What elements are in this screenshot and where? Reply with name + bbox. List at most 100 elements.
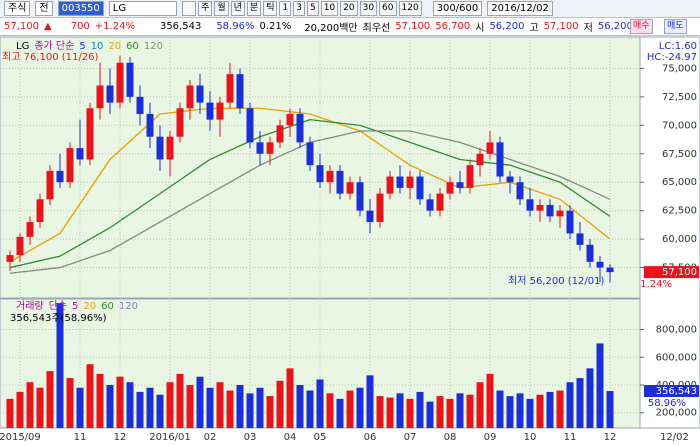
period-button[interactable]: 년 (230, 1, 245, 16)
candle-body (136, 96, 144, 114)
period-button[interactable]: 3 (293, 1, 305, 16)
volume-bar (156, 394, 164, 428)
candle-body (396, 176, 404, 188)
candle-body (66, 148, 74, 183)
volume-bar (436, 396, 444, 428)
scope-select[interactable]: 전 (35, 1, 53, 16)
x-tick-label: 11 (564, 432, 577, 443)
y-tick-label: 600,000 (656, 352, 697, 363)
last-volume-rate: 58.96% (648, 398, 686, 409)
amount: 20,200백만 (304, 23, 358, 34)
legend-title: 단순 (49, 300, 67, 312)
volume-bar (366, 375, 374, 428)
x-tick-label: 12 (114, 432, 127, 443)
x-tick-label: 10 (524, 432, 537, 443)
y-tick-label: 200,000 (656, 408, 697, 419)
period-buttons: 일 주 월 년 분 틱 1 3 5 10 20 30 60 120 (181, 1, 422, 16)
count-input[interactable]: 300/600 (432, 1, 483, 16)
volume-bar (316, 379, 324, 428)
code-input[interactable]: 003550 (57, 1, 104, 16)
candle-body (226, 74, 234, 103)
legend-entry: 120 (119, 301, 138, 312)
period-button[interactable]: 5 (306, 1, 319, 16)
period-button[interactable]: 10 (320, 1, 339, 16)
period-button[interactable]: 20 (340, 1, 358, 16)
candle-body (566, 210, 574, 234)
volume-bar (136, 391, 144, 428)
candle-body (516, 182, 524, 200)
rate: +1.24% (94, 21, 135, 32)
toolbar: 주식 전 003550 LG 일 주 월 년 분 틱 1 3 5 10 20 30 60 120 300/… (0, 0, 700, 18)
volume-bar (206, 387, 214, 428)
legend-entry: 5 (79, 41, 85, 52)
x-tick-label: 08 (444, 432, 457, 443)
legend-entry: 120 (144, 41, 163, 52)
volume-bar (266, 396, 274, 428)
volume-bar (546, 391, 554, 428)
period-button[interactable]: 30 (359, 1, 378, 16)
candle-body (366, 210, 374, 223)
volume-bar (336, 398, 344, 428)
candle-body (106, 85, 114, 103)
volume-bar (346, 390, 354, 428)
candle-body (476, 153, 484, 166)
market-select[interactable]: 주식 (4, 1, 31, 16)
hc-label: HC:-24.97 (647, 52, 697, 63)
volume-bar (116, 376, 124, 428)
period-button[interactable]: 틱 (263, 1, 278, 16)
volume-bar (476, 382, 484, 428)
volume-bar (276, 380, 284, 428)
volume-bar (16, 391, 24, 428)
volume-bar (446, 398, 454, 428)
last-volume-box (644, 385, 699, 398)
candle-body (146, 113, 154, 137)
price-axis (639, 36, 700, 429)
volume-bar (596, 343, 604, 428)
volume-bar (306, 390, 314, 428)
last-price-box (644, 266, 699, 279)
volume-rate: 58.96% (216, 21, 255, 32)
date-input[interactable]: 2016/12/02 (487, 1, 553, 16)
pane-title: LG (16, 41, 29, 52)
candle-body (256, 142, 264, 154)
x-tick-label: 2015/09 (0, 432, 41, 443)
candle-body (86, 108, 94, 160)
turnover: 0.21% (259, 21, 292, 32)
candle-body (536, 204, 544, 211)
candle-body (376, 193, 384, 223)
candle-body (386, 176, 394, 194)
volume-bar (356, 387, 364, 428)
volume-bar (496, 390, 504, 428)
x-tick-label: 07 (404, 432, 417, 443)
period-button[interactable]: 일 (181, 1, 197, 16)
buy-button[interactable]: 매수 (630, 19, 653, 34)
volume-bar (536, 394, 544, 428)
period-button[interactable]: 월 (214, 1, 229, 16)
stock-name: LG (108, 1, 177, 16)
candle-body (486, 142, 494, 154)
candle-body (276, 125, 284, 143)
candle-body (336, 170, 344, 194)
candle-body (556, 210, 564, 217)
y-tick-label: 75,000 (662, 63, 697, 74)
period-button[interactable]: 1 (279, 1, 292, 16)
candle-body (206, 102, 214, 120)
period-button[interactable]: 주 (198, 1, 213, 16)
y-tick-label: 70,000 (662, 120, 697, 131)
candle-body (216, 102, 224, 120)
legend-entry: 5 (72, 301, 78, 312)
period-button[interactable]: 분 (246, 1, 262, 16)
candle-body (286, 113, 294, 126)
candle-body (416, 176, 424, 200)
volume-bar (86, 364, 94, 428)
period-button[interactable]: 120 (398, 1, 422, 16)
period-button[interactable]: 60 (379, 1, 397, 16)
bid: 56,700 (435, 21, 471, 32)
volume-bar (556, 390, 564, 428)
volume-bar (456, 393, 464, 428)
y-tick-label: 60,000 (662, 234, 697, 245)
volume-bar (196, 376, 204, 428)
candle-body (576, 233, 584, 245)
volume-bar (426, 401, 434, 428)
sell-button[interactable]: 매도 (664, 19, 687, 34)
